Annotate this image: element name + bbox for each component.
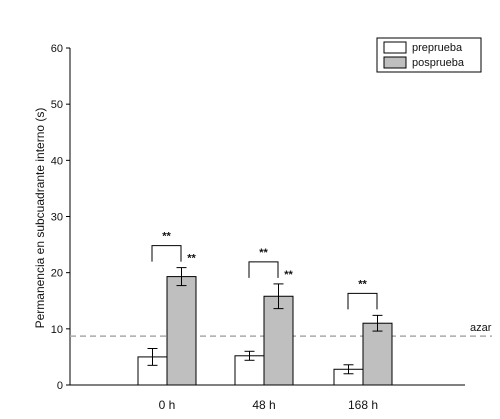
significance-bracket [347, 292, 378, 310]
x-category-label: 168 h [348, 398, 378, 412]
reference-line-label: azar [470, 322, 492, 334]
significance-marks: ** ** ** ** ** [151, 231, 378, 310]
significance-label: ** [162, 231, 171, 243]
category-labels: 0 h 48 h 168 h [159, 398, 378, 412]
x-category-label: 0 h [159, 398, 176, 412]
legend-swatch-preprueba [383, 41, 407, 54]
bar-posprueba [362, 322, 393, 386]
y-tick-label: 10 [51, 324, 63, 336]
y-tick-label: 20 [51, 268, 63, 280]
posprueba-significance-label: ** [187, 253, 196, 265]
legend-label-preprueba: preprueba [412, 42, 463, 54]
y-tick-label: 0 [57, 380, 63, 392]
significance-label: ** [358, 278, 367, 290]
significance-bracket [248, 261, 279, 278]
y-tick-label: 40 [51, 155, 63, 167]
y-axis-title: Permanencia en subcuadrante interno (s) [33, 108, 47, 329]
x-category-label: 48 h [252, 398, 275, 412]
error-bars [147, 267, 383, 375]
bar-posprueba [263, 295, 294, 386]
posprueba-significance-label: ** [284, 269, 293, 281]
y-tick-label: 60 [51, 43, 63, 55]
legend-label-posprueba: posprueba [412, 57, 465, 69]
legend-swatch-posprueba [383, 56, 407, 69]
bars [137, 276, 393, 386]
y-tick-label: 50 [51, 99, 63, 111]
y-tick-label: 30 [51, 212, 63, 224]
y-ticks: 0 10 20 30 40 50 60 [51, 43, 70, 392]
legend: preprueba posprueba [376, 37, 482, 73]
significance-bracket [151, 245, 182, 262]
bar-posprueba [166, 276, 197, 386]
significance-label: ** [259, 247, 268, 259]
